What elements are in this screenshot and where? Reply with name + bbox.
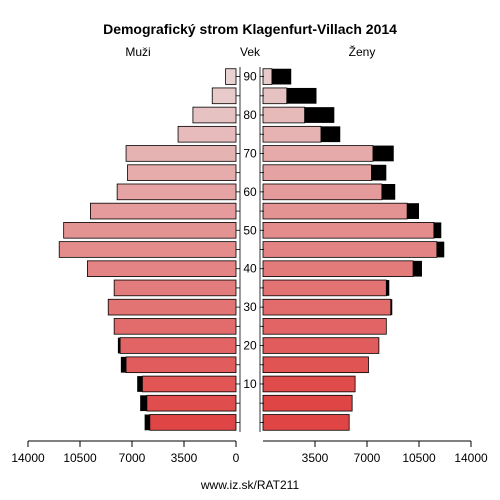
age-tick-label: 90 — [243, 70, 257, 84]
x-tick-label: 10500 — [402, 451, 436, 465]
bars-group — [58, 68, 445, 431]
women-surplus-50-54 — [433, 222, 442, 239]
women-surplus-35-39 — [386, 280, 390, 296]
women-bar-55-59 — [262, 202, 408, 220]
x-tick-label: 7000 — [354, 451, 381, 465]
men-surplus-5-9 — [140, 395, 147, 412]
men-bar-80-84 — [192, 106, 237, 124]
axes-group: 14000 10500 7000 3500 0 3500 7000 10500 14000 10 2… — [11, 67, 488, 465]
men-bar-15-19 — [125, 356, 237, 374]
men-surplus-20-24 — [117, 337, 121, 354]
men-surplus-0-4 — [144, 414, 150, 431]
men-bar-45-49 — [58, 241, 237, 258]
men-bar-35-39 — [113, 279, 237, 297]
age-tick-label: 50 — [243, 223, 257, 237]
women-bar-25-29 — [262, 318, 387, 335]
age-tick-label: 20 — [243, 339, 257, 353]
age-tick-label: 10 — [243, 377, 257, 391]
women-bar-45-49 — [262, 241, 438, 258]
women-surplus-80-84 — [304, 107, 335, 123]
women-bar-75-79 — [262, 125, 322, 143]
x-tick-label: 3500 — [302, 451, 329, 465]
age-tick-label: 40 — [243, 262, 257, 276]
x-tick-label: 3500 — [171, 451, 198, 465]
women-bar-60-64 — [262, 183, 383, 201]
age-tick-label: 80 — [243, 108, 257, 122]
men-bar-0-4 — [149, 414, 237, 431]
x-tick-label: 14000 — [454, 451, 488, 465]
women-bar-30-34 — [262, 298, 392, 316]
women-bar-40-44 — [262, 260, 414, 277]
men-bar-25-29 — [113, 318, 237, 335]
women-bar-65-69 — [262, 164, 372, 181]
women-bar-35-39 — [262, 279, 387, 297]
women-bar-90+ — [262, 68, 273, 85]
women-bar-70-74 — [262, 145, 374, 162]
men-bar-5-9 — [146, 394, 237, 412]
women-bar-5-9 — [262, 394, 353, 412]
men-bar-85-89 — [211, 87, 237, 105]
women-bar-10-14 — [262, 375, 356, 393]
women-surplus-40-44 — [413, 260, 422, 277]
men-bar-70-74 — [125, 145, 237, 162]
men-bar-55-59 — [90, 202, 237, 220]
men-bar-20-24 — [119, 337, 237, 354]
women-bar-80-84 — [262, 106, 305, 124]
men-bar-60-64 — [116, 183, 237, 201]
men-surplus-10-14 — [137, 376, 143, 392]
source-label: www.iz.sk/RAT211 — [200, 478, 300, 492]
women-surplus-60-64 — [381, 183, 396, 200]
men-bar-40-44 — [87, 260, 237, 277]
men-bar-30-34 — [107, 298, 237, 316]
age-tick-label: 60 — [243, 185, 257, 199]
women-bar-50-54 — [262, 222, 435, 239]
women-surplus-85-89 — [286, 87, 317, 104]
women-bar-20-24 — [262, 337, 380, 354]
women-bar-15-19 — [262, 356, 369, 374]
women-bar-0-4 — [262, 414, 350, 431]
x-tick-label: 0 — [233, 451, 240, 465]
chart-title: Demografický strom Klagenfurt-Villach 20… — [103, 21, 397, 37]
women-surplus-45-49 — [436, 241, 445, 258]
women-surplus-70-74 — [372, 145, 394, 162]
men-bar-75-79 — [177, 125, 237, 143]
women-surplus-75-79 — [320, 126, 341, 143]
age-tick-label: 70 — [243, 146, 257, 160]
right-label: Ženy — [349, 44, 376, 59]
men-bar-50-54 — [63, 222, 237, 239]
men-surplus-15-19 — [120, 356, 127, 373]
x-tick-label: 7000 — [119, 451, 146, 465]
women-surplus-55-59 — [407, 203, 419, 219]
x-tick-label: 10500 — [63, 451, 97, 465]
men-bar-65-69 — [127, 164, 237, 181]
age-tick-label: 30 — [243, 300, 257, 314]
center-label: Vek — [240, 45, 261, 59]
left-label: Muži — [125, 45, 150, 59]
men-bar-10-14 — [141, 375, 237, 393]
x-tick-label: 14000 — [11, 451, 45, 465]
women-bar-85-89 — [262, 87, 288, 105]
men-bar-90+ — [225, 68, 237, 85]
women-surplus-65-69 — [371, 164, 387, 181]
women-surplus-90+ — [271, 68, 292, 85]
women-surplus-30-34 — [390, 299, 393, 316]
